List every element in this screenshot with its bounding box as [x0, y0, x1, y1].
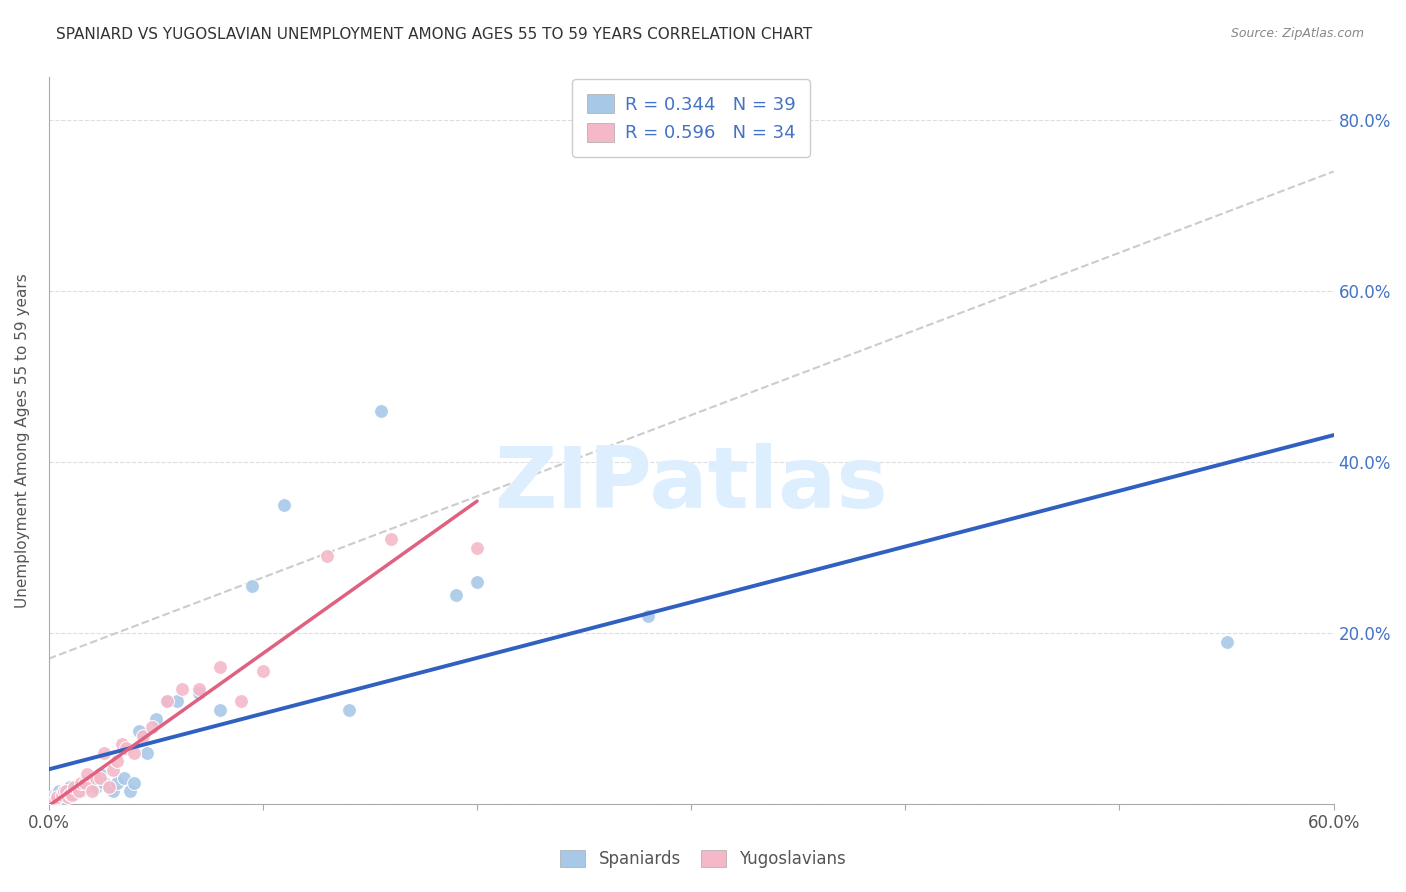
- Point: [75, 780, 97, 794]
- Point: [155, 694, 177, 708]
- Point: [84, 772, 107, 786]
- Point: [316, 549, 339, 563]
- Point: [101, 784, 124, 798]
- Point: [56, 789, 79, 803]
- Point: [124, 746, 146, 760]
- Point: [55, 784, 77, 798]
- Point: [187, 686, 209, 700]
- Point: [187, 681, 209, 696]
- Point: [84, 780, 107, 794]
- Point: [52, 784, 75, 798]
- Point: [209, 703, 232, 717]
- Point: [48, 784, 70, 798]
- Point: [52, 784, 75, 798]
- Point: [93, 746, 115, 760]
- Point: [80, 775, 103, 789]
- Point: [1215, 634, 1237, 648]
- Point: [141, 720, 163, 734]
- Point: [46, 789, 69, 803]
- Point: [128, 724, 150, 739]
- Point: [97, 780, 120, 794]
- Text: Source: ZipAtlas.com: Source: ZipAtlas.com: [1230, 27, 1364, 40]
- Point: [170, 681, 193, 696]
- Point: [51, 789, 73, 803]
- Point: [76, 767, 98, 781]
- Point: [115, 741, 138, 756]
- Point: [70, 775, 93, 789]
- Text: SPANIARD VS YUGOSLAVIAN UNEMPLOYMENT AMONG AGES 55 TO 59 YEARS CORRELATION CHART: SPANIARD VS YUGOSLAVIAN UNEMPLOYMENT AMO…: [56, 27, 813, 42]
- Y-axis label: Unemployment Among Ages 55 to 59 years: Unemployment Among Ages 55 to 59 years: [15, 273, 30, 608]
- Point: [44, 789, 66, 803]
- Point: [76, 775, 98, 789]
- Point: [56, 790, 79, 805]
- Point: [63, 784, 86, 798]
- Point: [44, 793, 66, 807]
- Point: [46, 790, 69, 805]
- Point: [60, 789, 83, 803]
- Point: [231, 694, 253, 708]
- Point: [380, 532, 402, 546]
- Point: [67, 784, 90, 798]
- Point: [55, 784, 77, 798]
- Point: [120, 784, 142, 798]
- Point: [70, 784, 93, 798]
- Point: [63, 780, 86, 794]
- Point: [209, 660, 232, 674]
- Point: [89, 772, 111, 786]
- Point: [112, 772, 135, 786]
- Point: [97, 780, 120, 794]
- Point: [465, 541, 488, 555]
- Point: [637, 609, 659, 624]
- Point: [136, 746, 159, 760]
- Point: [59, 780, 82, 794]
- Point: [337, 703, 360, 717]
- Point: [89, 767, 111, 781]
- Point: [273, 498, 295, 512]
- Point: [59, 787, 82, 801]
- Point: [93, 775, 115, 789]
- Point: [105, 775, 128, 789]
- Legend: Spaniards, Yugoslavians: Spaniards, Yugoslavians: [554, 843, 852, 875]
- Point: [51, 793, 73, 807]
- Point: [101, 763, 124, 777]
- Point: [124, 775, 146, 789]
- Point: [42, 793, 65, 807]
- Legend: R = 0.344   N = 39, R = 0.596   N = 34: R = 0.344 N = 39, R = 0.596 N = 34: [572, 79, 810, 157]
- Point: [80, 784, 103, 798]
- Point: [240, 579, 263, 593]
- Point: [252, 665, 274, 679]
- Point: [465, 574, 488, 589]
- Point: [370, 404, 392, 418]
- Point: [60, 789, 83, 803]
- Point: [132, 729, 155, 743]
- Text: ZIPatlas: ZIPatlas: [495, 442, 889, 525]
- Point: [145, 712, 167, 726]
- Point: [105, 754, 128, 768]
- Point: [166, 694, 188, 708]
- Point: [155, 694, 177, 708]
- Point: [75, 775, 97, 789]
- Point: [110, 737, 132, 751]
- Point: [444, 588, 467, 602]
